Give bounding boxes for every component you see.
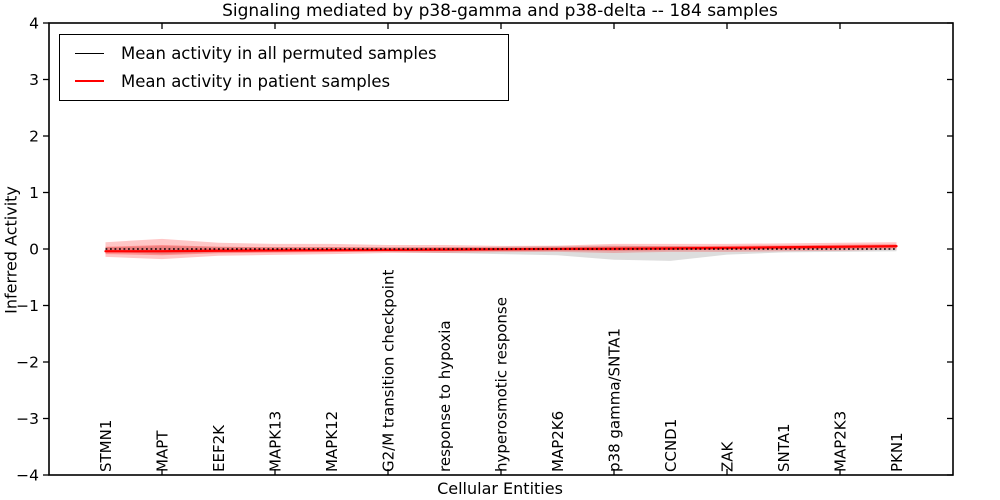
legend-item-permuted: Mean activity in all permuted samples: [60, 39, 508, 67]
entity-label: hyperosmotic response: [493, 297, 511, 472]
entity-label: MAPT: [154, 430, 172, 472]
entity-label: MAP2K6: [549, 411, 567, 472]
entity-label: CCND1: [662, 419, 680, 472]
series-lines: [104, 245, 898, 253]
entity-label: SNTA1: [775, 423, 793, 472]
legend-line-black-icon: [75, 52, 104, 54]
entity-label: MAPK12: [323, 411, 341, 472]
y-tick-label: 3: [29, 71, 39, 89]
y-tick-label: 4: [29, 15, 39, 33]
x-axis-label: Cellular Entities: [437, 479, 563, 498]
y-tick-label: −3: [16, 410, 39, 428]
legend-label-permuted: Mean activity in all permuted samples: [121, 43, 437, 63]
entity-label: G2/M transition checkpoint: [380, 270, 398, 472]
entity-label: EEF2K: [210, 424, 228, 472]
legend-line-red-icon: [75, 80, 104, 82]
y-tick-label: −2: [16, 354, 39, 372]
entity-label: PKN1: [888, 432, 906, 472]
y-tick-labels: 4 3 2 1 0 −1 −2 −3 −4: [16, 15, 39, 485]
patient-mean-line: [104, 245, 898, 253]
entity-label: MAP2K3: [832, 411, 850, 472]
y-tick-label: −4: [16, 467, 39, 485]
entity-label: STMN1: [97, 420, 115, 472]
axis-ticks: [43, 22, 953, 476]
entity-label: p38 gamma/SNTA1: [606, 328, 624, 472]
legend-item-patient: Mean activity in patient samples: [60, 67, 508, 95]
entity-label: MAPK13: [267, 411, 285, 472]
y-tick-label: 0: [29, 241, 39, 259]
y-tick-label: 1: [29, 184, 39, 202]
legend-label-patient: Mean activity in patient samples: [121, 71, 391, 91]
chart-title: Signaling mediated by p38-gamma and p38-…: [222, 1, 778, 21]
y-tick-label: −1: [16, 297, 39, 315]
entity-label: ZAK: [719, 440, 737, 472]
entity-label: response to hypoxia: [436, 320, 454, 472]
legend: Mean activity in all permuted samples Me…: [59, 34, 509, 101]
x-tick-labels: STMN1 MAPT EEF2K MAPK13 MAPK12 G2/M transitio…: [97, 270, 906, 472]
y-tick-label: 2: [29, 128, 39, 146]
